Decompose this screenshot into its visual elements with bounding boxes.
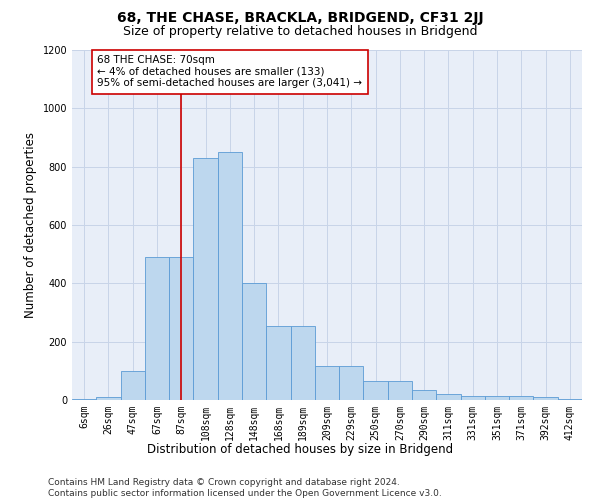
Bar [145, 257, 169, 400]
Bar [509, 396, 533, 400]
Bar [533, 397, 558, 400]
Bar [96, 396, 121, 400]
Bar [218, 152, 242, 400]
Bar [339, 366, 364, 400]
Bar [412, 390, 436, 400]
Bar [242, 284, 266, 400]
Bar [461, 396, 485, 400]
Y-axis label: Number of detached properties: Number of detached properties [24, 132, 37, 318]
Bar [315, 366, 339, 400]
Text: Distribution of detached houses by size in Bridgend: Distribution of detached houses by size … [147, 442, 453, 456]
Bar [485, 396, 509, 400]
Text: Contains HM Land Registry data © Crown copyright and database right 2024.
Contai: Contains HM Land Registry data © Crown c… [48, 478, 442, 498]
Text: 68, THE CHASE, BRACKLA, BRIDGEND, CF31 2JJ: 68, THE CHASE, BRACKLA, BRIDGEND, CF31 2… [116, 11, 484, 25]
Bar [558, 398, 582, 400]
Bar [364, 381, 388, 400]
Bar [290, 326, 315, 400]
Bar [193, 158, 218, 400]
Bar [169, 257, 193, 400]
Bar [266, 326, 290, 400]
Bar [72, 398, 96, 400]
Text: 68 THE CHASE: 70sqm
← 4% of detached houses are smaller (133)
95% of semi-detach: 68 THE CHASE: 70sqm ← 4% of detached hou… [97, 56, 362, 88]
Bar [121, 371, 145, 400]
Text: Size of property relative to detached houses in Bridgend: Size of property relative to detached ho… [123, 25, 477, 38]
Bar [388, 381, 412, 400]
Bar [436, 394, 461, 400]
